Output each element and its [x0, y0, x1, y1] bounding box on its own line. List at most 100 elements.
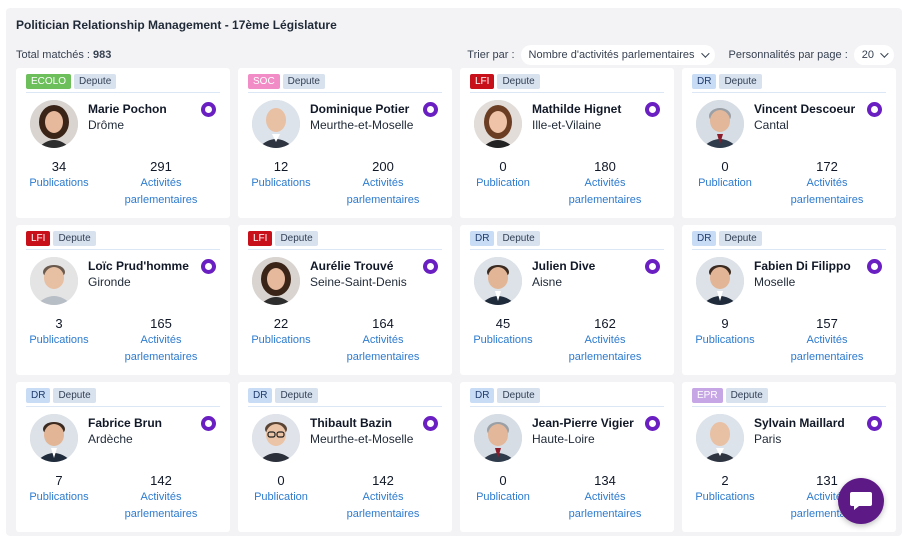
activities-stat[interactable]: 157 Activités parlementaires: [777, 315, 877, 366]
total-label: Total matchés :: [16, 49, 90, 61]
card-tags: LFI Depute: [26, 231, 96, 246]
name-text: Fabrice Brun: [88, 416, 163, 430]
department-text: Ille-et-Vilaine: [532, 118, 602, 132]
publications-stat[interactable]: 9 Publications: [684, 315, 766, 349]
card-divider: [248, 92, 442, 93]
politician-name: Jean-Pierre Vigier Haute-Loire: [532, 415, 650, 447]
status-ring-icon[interactable]: [423, 259, 438, 274]
politician-card[interactable]: DR Depute Vincent Descoeur Cantal 0 Publicati…: [682, 68, 896, 218]
publications-stat[interactable]: 0 Publication: [240, 472, 322, 506]
publications-stat[interactable]: 0 Publication: [462, 158, 544, 192]
status-ring-icon[interactable]: [867, 102, 882, 117]
department-text: Seine-Saint-Denis: [310, 275, 407, 289]
politician-card[interactable]: LFI Depute Aurélie Trouvé Seine-Saint-Denis…: [238, 225, 452, 375]
politician-card[interactable]: DR Depute Thibault Bazin Meurthe-et-Moselle…: [238, 382, 452, 532]
status-ring-icon[interactable]: [867, 416, 882, 431]
politician-card[interactable]: LFI Depute Mathilde Hignet Ille-et-Vilaine 0…: [460, 68, 674, 218]
status-ring-icon[interactable]: [645, 102, 660, 117]
group-badge: DR: [26, 388, 51, 403]
politician-card[interactable]: DR Depute Jean-Pierre Vigier Haute-Loire 0 Pu…: [460, 382, 674, 532]
activities-stat[interactable]: 142 Activités parlementaires: [111, 472, 211, 523]
avatar: [474, 100, 522, 148]
group-badge: EPR: [692, 388, 723, 403]
card-tags: LFI Depute: [470, 74, 540, 89]
per-page-select[interactable]: 20: [853, 45, 894, 65]
role-badge: Depute: [74, 74, 117, 89]
activities-label: Activités parlementaires: [346, 177, 420, 206]
activities-label: Activités parlementaires: [790, 334, 864, 363]
avatar: [696, 414, 744, 462]
politician-card[interactable]: DR Depute Fabien Di Filippo Moselle 9 Publica…: [682, 225, 896, 375]
publications-stat[interactable]: 12 Publications: [240, 158, 322, 192]
activities-count: 164: [372, 316, 394, 331]
card-tags: DR Depute: [26, 388, 96, 403]
sort-select[interactable]: Nombre d'activités parlementaires: [520, 45, 715, 65]
publications-stat[interactable]: 7 Publications: [18, 472, 100, 506]
status-ring-icon[interactable]: [201, 416, 216, 431]
total-value: 983: [93, 49, 112, 61]
activities-stat[interactable]: 142 Activités parlementaires: [333, 472, 433, 523]
publications-stat[interactable]: 0 Publication: [684, 158, 766, 192]
publications-count: 12: [273, 159, 289, 174]
activities-stat[interactable]: 162 Activités parlementaires: [555, 315, 655, 366]
politician-card[interactable]: DR Depute Fabrice Brun Ardèche 7 Publications…: [16, 382, 230, 532]
chevron-down-icon: [880, 49, 889, 58]
department-text: Ardèche: [88, 432, 133, 446]
activities-stat[interactable]: 291 Activités parlementaires: [111, 158, 211, 209]
publications-stat[interactable]: 45 Publications: [462, 315, 544, 349]
avatar: [252, 414, 300, 462]
chat-bubble-icon: [850, 492, 872, 510]
app-window: Politician Relationship Management - 17è…: [6, 8, 902, 536]
politician-card[interactable]: SOC Depute Dominique Potier Meurthe-et-Mose…: [238, 68, 452, 218]
card-tags: LFI Depute: [248, 231, 318, 246]
department-text: Meurthe-et-Moselle: [310, 432, 414, 446]
status-ring-icon[interactable]: [423, 102, 438, 117]
activities-label: Activités parlementaires: [790, 177, 864, 206]
publications-count: 0: [499, 473, 507, 488]
publications-count: 2: [721, 473, 729, 488]
publications-stat[interactable]: 0 Publication: [462, 472, 544, 506]
activities-stat[interactable]: 200 Activités parlementaires: [333, 158, 433, 209]
card-divider: [26, 92, 220, 93]
group-badge: DR: [470, 231, 495, 246]
activities-label: Activités parlementaires: [568, 334, 642, 363]
politician-card[interactable]: EPR Depute Sylvain Maillard Paris 2 Publicati…: [682, 382, 896, 532]
politician-grid: ECOLO Depute Marie Pochon Drôme 34 Publicatio…: [16, 68, 896, 532]
name-text: Dominique Potier: [310, 102, 410, 116]
activities-count: 162: [594, 316, 616, 331]
status-ring-icon[interactable]: [201, 259, 216, 274]
activities-stat[interactable]: 165 Activités parlementaires: [111, 315, 211, 366]
publications-stat[interactable]: 2 Publications: [684, 472, 766, 506]
role-badge: Depute: [719, 231, 762, 246]
activities-stat[interactable]: 164 Activités parlementaires: [333, 315, 433, 366]
politician-card[interactable]: LFI Depute Loïc Prud'homme Gironde 3 Publicat…: [16, 225, 230, 375]
department-text: Meurthe-et-Moselle: [310, 118, 414, 132]
card-divider: [248, 406, 442, 407]
role-badge: Depute: [282, 74, 325, 89]
status-ring-icon[interactable]: [645, 416, 660, 431]
publications-stat[interactable]: 3 Publications: [18, 315, 100, 349]
card-divider: [470, 406, 664, 407]
publications-stat[interactable]: 34 Publications: [18, 158, 100, 192]
activities-stat[interactable]: 180 Activités parlementaires: [555, 158, 655, 209]
status-ring-icon[interactable]: [645, 259, 660, 274]
publications-stat[interactable]: 22 Publications: [240, 315, 322, 349]
activities-count: 142: [150, 473, 172, 488]
name-text: Marie Pochon: [88, 102, 167, 116]
politician-card[interactable]: DR Depute Julien Dive Aisne 45 Publications 16…: [460, 225, 674, 375]
card-tags: DR Depute: [692, 231, 762, 246]
activities-label: Activités parlementaires: [346, 491, 420, 520]
chat-button[interactable]: [838, 478, 884, 524]
activities-stat[interactable]: 172 Activités parlementaires: [777, 158, 877, 209]
avatar: [474, 257, 522, 305]
status-ring-icon[interactable]: [867, 259, 882, 274]
sort-label: Trier par :: [467, 49, 515, 61]
chevron-down-icon: [700, 49, 710, 58]
activities-count: 291: [150, 159, 172, 174]
group-badge: LFI: [248, 231, 273, 246]
status-ring-icon[interactable]: [423, 416, 438, 431]
status-ring-icon[interactable]: [201, 102, 216, 117]
politician-card[interactable]: ECOLO Depute Marie Pochon Drôme 34 Publicatio…: [16, 68, 230, 218]
politician-name: Vincent Descoeur Cantal: [754, 101, 872, 133]
activities-stat[interactable]: 134 Activités parlementaires: [555, 472, 655, 523]
